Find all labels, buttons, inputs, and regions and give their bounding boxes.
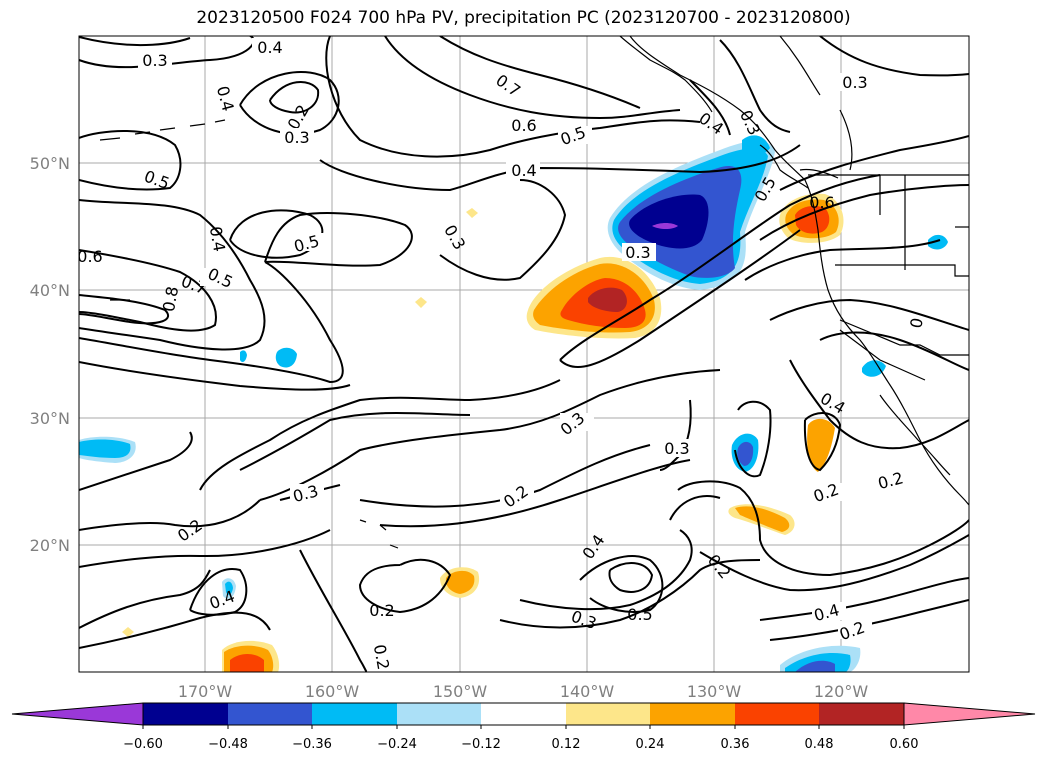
colorbar-extend-left xyxy=(11,702,144,726)
lon-label: 170°W xyxy=(178,682,233,701)
colorbar-bin xyxy=(481,703,566,725)
lon-label: 120°W xyxy=(814,682,869,701)
contour-label: 0.5 xyxy=(627,605,652,624)
contour-label: 0.6 xyxy=(809,193,834,212)
colorbar-tick-label: 0.48 xyxy=(805,737,834,752)
contour-label: 0.4 xyxy=(206,225,229,253)
contour-label: 0.3 xyxy=(625,243,650,262)
pos-anomaly-darkred xyxy=(588,287,627,312)
colorbar-tick-label: 0.12 xyxy=(552,737,581,752)
lat-label: 30°N xyxy=(30,409,70,428)
colorbar-tick-label: −0.36 xyxy=(292,737,332,752)
contour-label: 0.3 xyxy=(142,51,167,70)
lat-label: 20°N xyxy=(30,536,70,555)
colorbar-bin xyxy=(397,703,481,725)
lon-label: 130°W xyxy=(687,682,742,701)
neg-anomaly-purple xyxy=(652,223,678,229)
contour-label: 0.3 xyxy=(284,128,309,147)
contour-label: 0.2 xyxy=(369,601,394,620)
colorbar-bin xyxy=(312,703,397,725)
colorbar-bin xyxy=(650,703,735,725)
lat-tick-labels: 50°N 40°N 30°N 20°N xyxy=(30,154,70,555)
colorbar-bin xyxy=(143,703,228,725)
lon-tick-labels: 170°W 160°W 150°W 140°W 130°W 120°W xyxy=(178,682,869,701)
contour-label: 0.6 xyxy=(511,116,536,135)
coastlines xyxy=(99,36,969,549)
political-borders xyxy=(808,174,969,381)
pv-contours xyxy=(79,36,969,672)
contour-label: 0.8 xyxy=(159,285,182,313)
colorbar-tick-label: 0.36 xyxy=(721,737,750,752)
lon-label: 140°W xyxy=(560,682,615,701)
colorbar-bin xyxy=(819,703,904,725)
contour-label: 0.3 xyxy=(664,439,689,458)
plot-frame xyxy=(78,35,970,673)
lat-label: 50°N xyxy=(30,154,70,173)
neg-anomaly-navy xyxy=(629,194,709,249)
lon-label: 160°W xyxy=(305,682,360,701)
contour-label: 0.2 xyxy=(370,643,393,671)
colorbar-tick-label: −0.48 xyxy=(208,737,248,752)
colorbar-tick-label: −0.24 xyxy=(377,737,417,752)
colorbar-tick-label: −0.60 xyxy=(123,737,163,752)
colorbar-tick-label: 0.60 xyxy=(890,737,919,752)
colorbar-bin xyxy=(735,703,819,725)
contour-label: 0.3 xyxy=(842,73,867,92)
colorbar-bin xyxy=(566,703,650,725)
colorbar-bin xyxy=(228,703,312,725)
contour-label: 0 xyxy=(906,316,926,329)
colorbar-extend-right xyxy=(903,702,1036,726)
lon-label: 150°W xyxy=(433,682,488,701)
colorbar-tick-label: 0.24 xyxy=(636,737,665,752)
contour-labels: 0.3 0.4 0.2 0.4 0.3 0.5 0.7 0.6 0.5 0.4 … xyxy=(77,38,927,671)
plot-area xyxy=(79,36,969,672)
contour-label: 0.4 xyxy=(257,38,282,57)
contour-label: 0.6 xyxy=(77,247,102,266)
colorbar: −0.60 −0.48 −0.36 −0.24 −0.12 0.12 0.24 … xyxy=(11,702,1036,752)
map-title: 2023120500 F024 700 hPa PV, precipitatio… xyxy=(196,8,851,28)
lat-label: 40°N xyxy=(30,281,70,300)
colorbar-tick-label: −0.12 xyxy=(461,737,501,752)
contour-label: 0.4 xyxy=(511,161,536,180)
